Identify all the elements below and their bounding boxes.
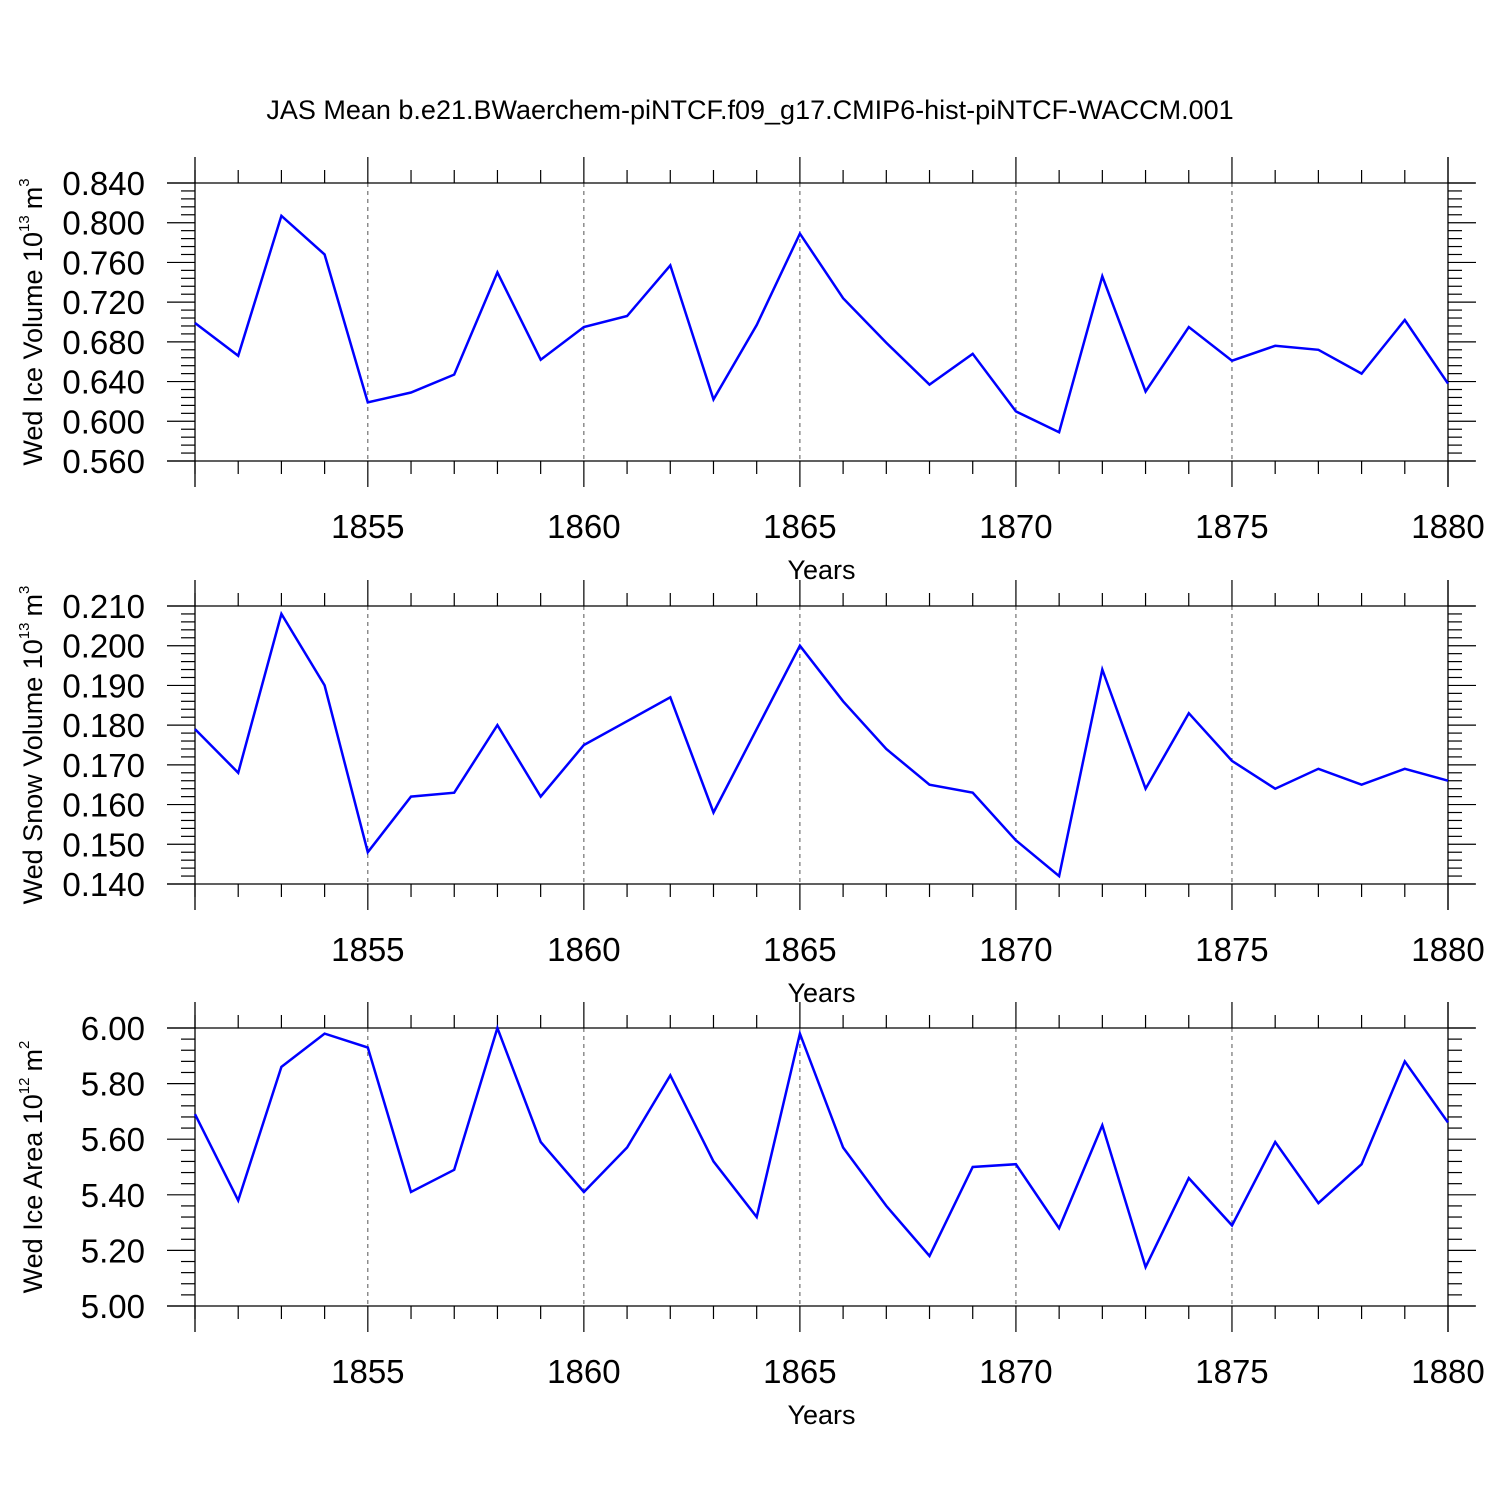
y-axis-title-unit-exponent: 3 — [16, 178, 33, 186]
y-axis-title-text: Wed Snow Volume 10 — [18, 639, 48, 904]
y-tick-label: 0.800 — [62, 205, 145, 242]
x-tick-label: 1875 — [1195, 508, 1268, 545]
x-tick-label: 1860 — [547, 508, 620, 545]
x-tick-label: 1880 — [1411, 931, 1484, 968]
y-tick-label: 0.180 — [62, 707, 145, 744]
x-tick-label: 1880 — [1411, 1353, 1484, 1390]
series-line — [194, 610, 1449, 879]
x-tick-label: 1870 — [979, 931, 1052, 968]
y-tick-label: 0.720 — [62, 284, 145, 321]
x-tick-label: 1870 — [979, 508, 1052, 545]
panel-snow-volume: 0.1400.1500.1600.1700.1800.1900.2000.210… — [16, 580, 1485, 1008]
x-tick-label: 1875 — [1195, 931, 1268, 968]
y-tick-label: 0.170 — [62, 747, 145, 784]
x-tick-label: 1875 — [1195, 1353, 1268, 1390]
series-line — [193, 1024, 1450, 1271]
y-axis-title: Wed Snow Volume 1013 m3 — [16, 586, 48, 905]
y-tick-label: 0.160 — [62, 787, 145, 824]
y-tick-label: 0.840 — [62, 165, 145, 202]
y-axis-title: Wed Ice Volume 1013 m3 — [16, 178, 48, 465]
x-tick-label: 1860 — [547, 931, 620, 968]
y-axis-title-unit: m — [18, 594, 48, 617]
y-tick-label: 5.00 — [81, 1288, 145, 1325]
panel-ice-area: 5.00 5.20 5.40 5.60 5.80 6.00 1855 1860 1865 1870… — [16, 1002, 1485, 1430]
x-tick-label: 1860 — [547, 1353, 620, 1390]
y-axis-title-exponent: 12 — [16, 1078, 33, 1095]
y-tick-label: 0.200 — [62, 628, 145, 665]
y-tick-label: 0.600 — [62, 403, 145, 440]
x-axis-title: Years — [787, 555, 855, 585]
y-tick-label: 5.60 — [81, 1121, 145, 1158]
y-tick-label: 6.00 — [81, 1010, 145, 1047]
y-tick-label: 5.20 — [81, 1232, 145, 1269]
y-tick-label: 0.150 — [62, 826, 145, 863]
x-tick-label: 1855 — [331, 1353, 404, 1390]
series-line — [194, 213, 1450, 434]
x-tick-label: 1865 — [763, 931, 836, 968]
x-tick-label: 1870 — [979, 1353, 1052, 1390]
y-axis-title: Wed Ice Area 1012 m2 — [16, 1041, 48, 1294]
y-tick-label: 0.640 — [62, 364, 145, 401]
x-tick-label: 1865 — [763, 1353, 836, 1390]
x-tick-label: 1865 — [763, 508, 836, 545]
y-axis-title-text: Wed Ice Area 10 — [18, 1094, 48, 1293]
y-tick-label: 0.680 — [62, 324, 145, 361]
y-tick-label: 0.190 — [62, 667, 145, 704]
y-axis-title-text: Wed Ice Volume 10 — [18, 232, 48, 466]
x-axis-title: Years — [787, 1400, 855, 1430]
y-tick-label: 5.40 — [81, 1177, 145, 1214]
y-axis-title-exponent: 13 — [16, 215, 33, 232]
y-axis-title-unit-exponent: 3 — [16, 586, 33, 594]
y-tick-label: 0.140 — [62, 866, 145, 903]
figure-title: JAS Mean b.e21.BWaerchem-piNTCF.f09_g17.… — [266, 95, 1233, 125]
y-axis-title-exponent: 13 — [16, 622, 33, 639]
y-axis-title-unit: m — [18, 1049, 48, 1072]
x-axis-title: Years — [787, 978, 855, 1008]
y-axis-title-unit-exponent: 2 — [16, 1041, 33, 1049]
y-tick-label: 5.80 — [81, 1066, 145, 1103]
y-axis-title-unit: m — [18, 187, 48, 210]
x-tick-label: 1855 — [331, 931, 404, 968]
y-tick-label: 0.760 — [62, 244, 145, 281]
x-tick-label: 1880 — [1411, 508, 1484, 545]
y-tick-label: 0.210 — [62, 588, 145, 625]
panel-ice-volume: 0.5600.6000.6400.6800.7200.7600.8000.840… — [16, 157, 1485, 585]
x-tick-label: 1855 — [331, 508, 404, 545]
y-tick-label: 0.560 — [62, 443, 145, 480]
